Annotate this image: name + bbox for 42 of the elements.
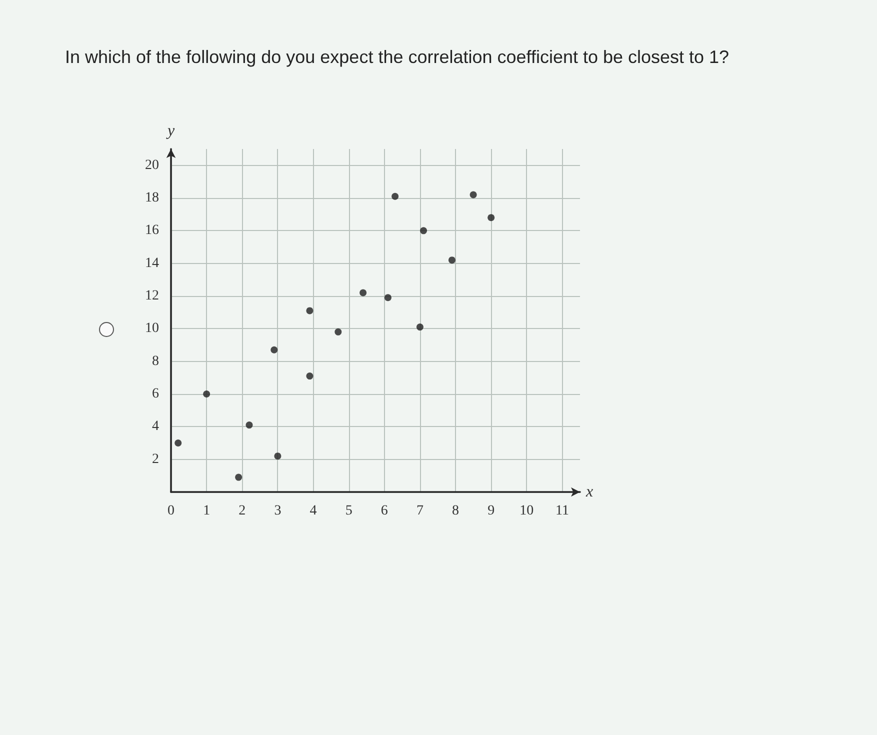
point xyxy=(246,422,253,429)
x-tick-label: 5 xyxy=(345,504,352,518)
x-axis-title: x xyxy=(585,484,594,500)
x-tick-label: 2 xyxy=(238,504,246,518)
point xyxy=(203,390,210,398)
x-tick-label: 4 xyxy=(310,504,317,518)
x-tick-label: 1 xyxy=(203,504,210,518)
y-tick-label: 18 xyxy=(145,190,159,206)
y-axis-title: y xyxy=(165,122,176,140)
y-tick-label: 2 xyxy=(152,452,159,467)
x-tick-label: 8 xyxy=(452,504,460,518)
x-tick-label: 0 xyxy=(168,504,174,518)
point xyxy=(488,214,495,222)
point xyxy=(306,372,314,380)
y-tick-label: 8 xyxy=(152,354,159,369)
point xyxy=(174,440,182,446)
point xyxy=(420,227,428,234)
point xyxy=(448,256,456,264)
chart-title: In which of the following do you expect the correlation coefficient to be closest to 1? xyxy=(65,47,730,67)
x-tick-label: 3 xyxy=(274,504,282,518)
y-tick-label: 4 xyxy=(152,419,159,434)
point xyxy=(384,294,392,302)
point xyxy=(334,328,342,336)
point xyxy=(306,307,314,314)
y-tick-label: 16 xyxy=(145,223,159,238)
point xyxy=(235,474,242,481)
y-tick-label: 20 xyxy=(145,158,159,173)
point xyxy=(274,452,282,460)
y-tick-label: 14 xyxy=(145,256,159,271)
x-tick-label: 11 xyxy=(555,504,569,518)
point xyxy=(360,289,367,296)
x-tick-label: 6 xyxy=(380,504,388,518)
point xyxy=(270,346,278,354)
x-tick-label: 10 xyxy=(520,504,534,518)
x-tick-label: 7 xyxy=(416,504,424,518)
point xyxy=(392,192,399,200)
y-tick-label: 10 xyxy=(145,321,159,336)
y-tick-label: 12 xyxy=(145,288,159,304)
point xyxy=(470,191,477,198)
x-tick-label: 9 xyxy=(488,504,495,518)
point xyxy=(416,324,424,331)
y-tick-label: 6 xyxy=(152,386,159,402)
